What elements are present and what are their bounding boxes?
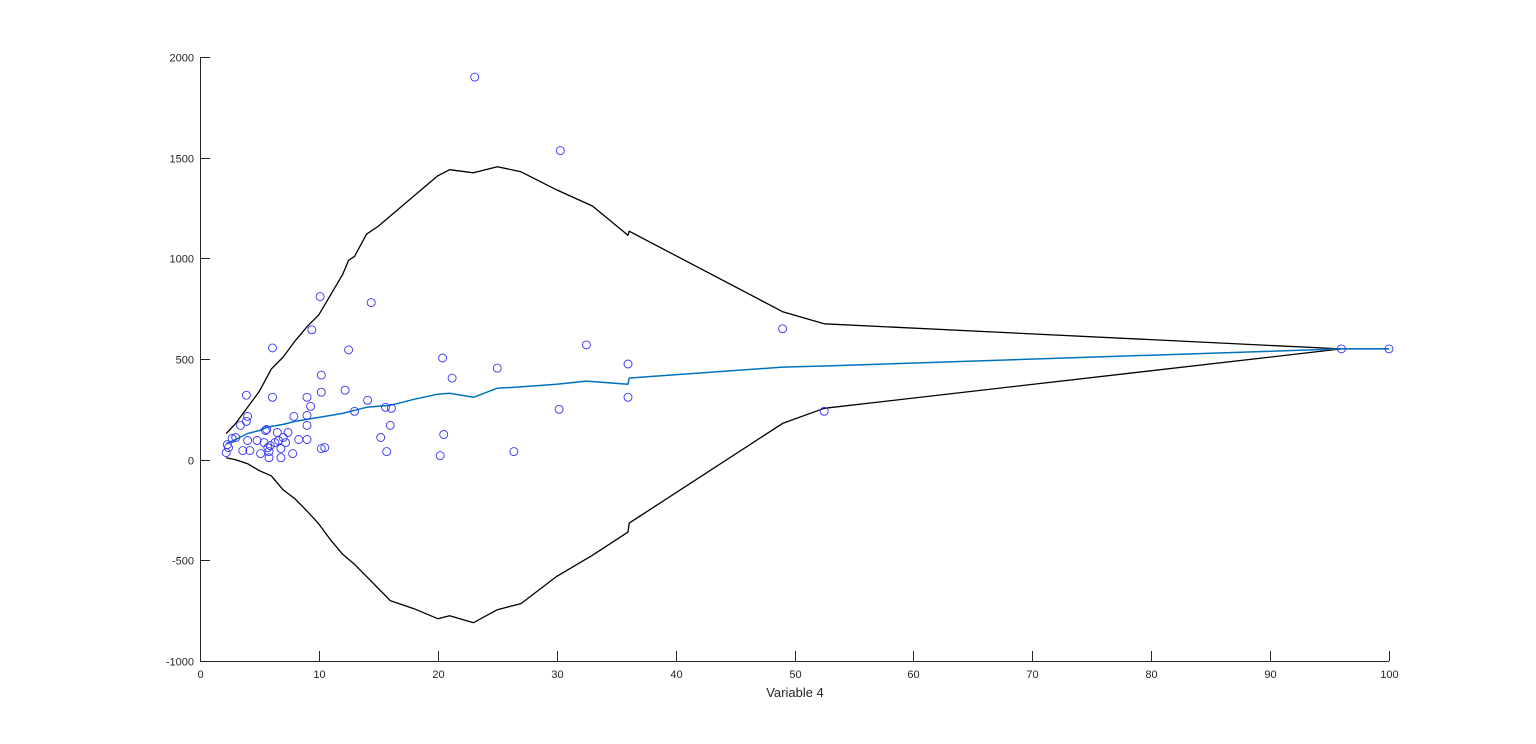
y-tick-label: -500 (172, 556, 194, 568)
data-point (302, 435, 312, 444)
y-tick-label: 0 (188, 456, 194, 468)
x-tick-label: 70 (1026, 669, 1038, 681)
data-point (221, 448, 231, 458)
data-point (231, 433, 241, 442)
data-point (623, 359, 633, 369)
data-point (363, 395, 373, 405)
y-tick-label: -1000 (166, 657, 194, 669)
data-point (289, 411, 299, 421)
data-point (778, 324, 788, 334)
data-point (235, 420, 245, 430)
data-point (302, 392, 312, 402)
data-point (315, 292, 325, 302)
data-point (245, 446, 255, 456)
axes (200, 57, 1389, 662)
y-axis-ticks: -1000 -500 0 500 1000 1500 2000 (166, 53, 210, 669)
data-point (555, 146, 565, 156)
data-point (238, 446, 248, 456)
data-point (227, 434, 237, 443)
upper-bound-line (225, 166, 1389, 434)
x-tick-label: 100 (1380, 669, 1398, 681)
data-point (623, 392, 633, 402)
data-point (265, 441, 275, 451)
data-point (381, 402, 390, 412)
data-point (276, 453, 286, 463)
x-axis-label: Variable 4 (766, 685, 824, 700)
data-point (554, 404, 564, 414)
data-point (302, 410, 312, 420)
data-point (288, 449, 298, 459)
x-tick-label: 10 (313, 669, 325, 681)
x-tick-label: 30 (551, 669, 563, 681)
data-point (492, 363, 502, 373)
data-point (268, 392, 277, 402)
data-point (470, 72, 480, 82)
data-point (278, 433, 288, 442)
lower-bound-line (226, 348, 1389, 624)
x-axis-ticks: 0 10 20 30 40 50 60 70 80 90 100 (197, 651, 1399, 681)
data-point (1336, 344, 1346, 354)
data-point (256, 449, 266, 459)
data-point (819, 406, 829, 416)
data-point (376, 433, 386, 442)
data-point (241, 416, 251, 426)
data-point (435, 451, 445, 461)
data-point (439, 430, 449, 439)
x-tick-label: 40 (670, 669, 682, 681)
data-point (241, 390, 251, 400)
y-tick-label: 2000 (170, 53, 194, 65)
data-point (386, 403, 396, 413)
data-point (385, 420, 395, 430)
x-tick-label: 60 (907, 669, 919, 681)
x-tick-label: 20 (432, 669, 444, 681)
y-tick-label: 500 (176, 355, 194, 367)
data-point (316, 444, 326, 454)
data-point (344, 345, 354, 355)
x-tick-label: 90 (1264, 669, 1276, 681)
x-tick-label: 80 (1145, 669, 1157, 681)
data-point (276, 444, 286, 454)
data-point (243, 411, 253, 421)
data-point (316, 387, 326, 397)
data-point (262, 425, 272, 434)
data-point (316, 370, 326, 380)
data-point (260, 426, 270, 435)
data-point (382, 447, 392, 457)
data-points (221, 72, 1394, 463)
y-tick-label: 1500 (170, 154, 194, 166)
confidence-bounds (225, 166, 1389, 624)
data-point (1384, 344, 1394, 354)
x-tick-label: 0 (197, 669, 203, 681)
data-point (307, 325, 317, 335)
data-point (366, 298, 376, 308)
data-point (438, 353, 448, 363)
data-point (224, 443, 233, 453)
data-point (294, 435, 304, 444)
data-point (243, 436, 253, 445)
data-point (350, 406, 360, 416)
data-point (320, 443, 330, 453)
data-point (447, 373, 457, 383)
data-point (264, 447, 274, 457)
x-tick-label: 50 (789, 669, 801, 681)
data-point (263, 443, 273, 453)
data-point (509, 447, 519, 457)
data-point (581, 340, 591, 350)
data-point (264, 453, 274, 463)
data-point (306, 401, 316, 411)
data-point (340, 385, 350, 395)
data-point (283, 428, 293, 437)
y-tick-label: 1000 (170, 254, 194, 266)
data-point (281, 438, 291, 448)
data-point (268, 343, 277, 353)
data-point (302, 420, 312, 430)
